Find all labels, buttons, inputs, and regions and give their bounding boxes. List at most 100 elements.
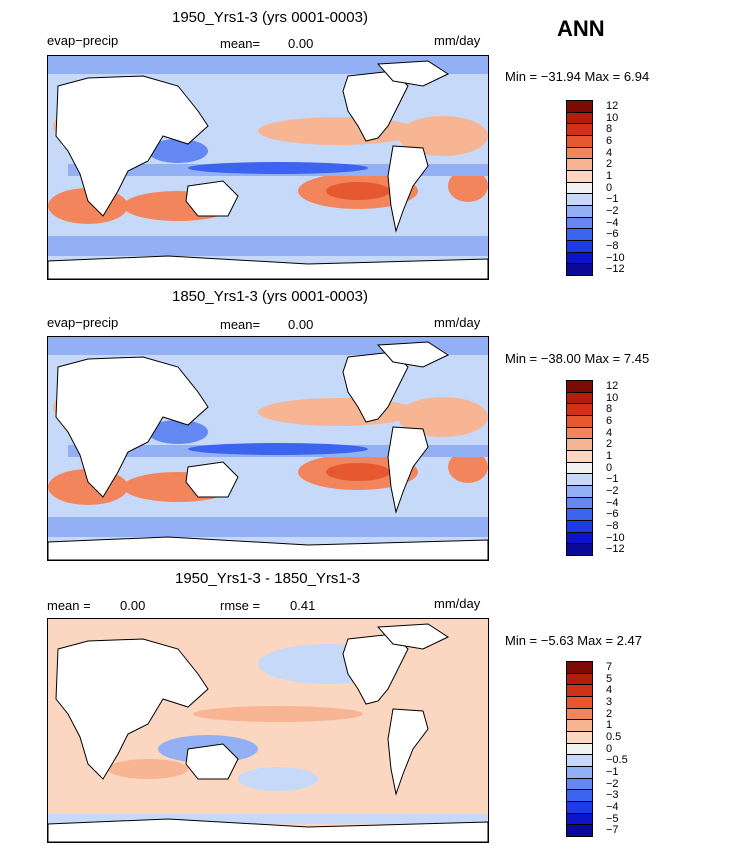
colorbar-tick-label: −7 xyxy=(606,824,619,837)
arctic-band xyxy=(48,337,488,355)
colorbar-tick-label: 3 xyxy=(606,695,613,708)
panel-3-units: mm/day xyxy=(434,596,481,611)
panel-1-variable: evap−precip xyxy=(47,33,119,48)
colorbar-tick-label: −8 xyxy=(606,519,619,532)
colorbar-tick-label: −10 xyxy=(606,531,625,544)
colorbar-tick-label: 2 xyxy=(606,158,613,171)
panel-3-colorbar xyxy=(566,661,593,837)
colorbar-tick-label: 6 xyxy=(606,414,613,427)
greenland xyxy=(376,623,450,650)
itcz-core xyxy=(188,162,368,174)
colorbar-tick-label: 0.5 xyxy=(606,730,622,743)
continent-australia xyxy=(185,461,239,498)
colorbar-tick-label: −12 xyxy=(606,543,625,556)
colorbar-tick-label: 4 xyxy=(606,146,613,159)
colorbar-tick-label: −8 xyxy=(606,239,619,252)
panel-3-mean-value: 0.00 xyxy=(120,598,146,613)
colorbar-tick-label: −3 xyxy=(606,789,619,802)
colorbar-tick-label: 1 xyxy=(606,169,613,182)
panel-2-colorbar xyxy=(566,380,593,556)
continent-south-america xyxy=(387,708,429,796)
itcz-core xyxy=(188,443,368,455)
pacific-southeast-core xyxy=(326,463,390,481)
pacific-north-dry xyxy=(258,117,418,145)
southern-ocean-band xyxy=(48,517,488,537)
diff-pacific-band xyxy=(193,706,363,722)
colorbar-tick-label: −4 xyxy=(606,496,619,509)
colorbar-tick-label: −4 xyxy=(606,800,619,813)
antarctica xyxy=(48,255,488,279)
colorbar-tick-label: 8 xyxy=(606,123,613,136)
atlantic-east-dry xyxy=(398,397,488,437)
continent-south-america xyxy=(387,426,429,514)
panel-2-mean-label: mean= xyxy=(220,317,261,332)
colorbar-tick-label: 1 xyxy=(606,449,613,462)
panel-3-map-svg xyxy=(48,619,488,842)
continent-eurasia-africa xyxy=(55,75,209,217)
atlantic-east-dry xyxy=(398,116,488,156)
greenland xyxy=(376,341,450,368)
continent-australia xyxy=(185,743,239,780)
colorbar-tick-label: 1 xyxy=(606,719,613,732)
panel-3-mean-label: mean = xyxy=(47,598,91,613)
continent-south-america xyxy=(387,145,429,233)
panel-1-units: mm/day xyxy=(434,33,481,48)
colorbar-tick-label: −5 xyxy=(606,812,619,825)
atlantic-south-dry xyxy=(448,451,488,483)
colorbar-tick-label: 0 xyxy=(606,461,613,474)
colorbar-tick-label: −10 xyxy=(606,251,625,264)
colorbar-tick-label: −6 xyxy=(606,508,619,521)
panel-2-map xyxy=(47,336,489,561)
southern-ocean-band xyxy=(48,236,488,256)
diff-indian-dry xyxy=(108,759,188,779)
panel-3-title: 1950_Yrs1-3 - 1850_Yrs1-3 xyxy=(175,570,361,587)
colorbar-tick-label: −2 xyxy=(606,204,619,217)
atlantic-south-dry xyxy=(448,170,488,202)
panel-1-mean-value: 0.00 xyxy=(288,36,314,51)
colorbar-tick-label: 10 xyxy=(606,391,619,404)
colorbar-tick-label: 2 xyxy=(606,438,613,451)
continent-eurasia-africa xyxy=(55,356,209,498)
colorbar-segment xyxy=(566,263,593,276)
colorbar-tick-label: −1 xyxy=(606,473,619,486)
panel-1-minmax: Min = −31.94 Max = 6.94 xyxy=(505,69,650,84)
colorbar-segment xyxy=(566,543,593,556)
colorbar-tick-label: −12 xyxy=(606,263,625,276)
colorbar-tick-label: 4 xyxy=(606,684,613,697)
colorbar-tick-label: 12 xyxy=(606,379,619,392)
colorbar-tick-label: −6 xyxy=(606,228,619,241)
pacific-southeast-core xyxy=(326,182,390,200)
arctic-band xyxy=(48,56,488,74)
antarctica xyxy=(48,536,488,560)
maritime-wet xyxy=(148,139,208,163)
colorbar-tick-label: 7 xyxy=(606,660,613,673)
panel-2-mean-value: 0.00 xyxy=(288,317,314,332)
panel-1-colorbar xyxy=(566,100,593,276)
colorbar-tick-label: 10 xyxy=(606,111,619,124)
continent-australia xyxy=(185,180,239,217)
colorbar-tick-label: −2 xyxy=(606,777,619,790)
panel-3-map xyxy=(47,618,489,843)
panel-2-units: mm/day xyxy=(434,315,481,330)
season-label: ANN xyxy=(557,16,605,41)
colorbar-tick-label: 2 xyxy=(606,707,613,720)
colorbar-tick-label: 6 xyxy=(606,134,613,147)
panel-3-rmse-value: 0.41 xyxy=(290,598,316,613)
panel-2-minmax: Min = −38.00 Max = 7.45 xyxy=(505,351,650,366)
maritime-wet xyxy=(148,420,208,444)
panel-1-map xyxy=(47,55,489,280)
panel-2-variable: evap−precip xyxy=(47,315,119,330)
colorbar-tick-label: 5 xyxy=(606,672,613,685)
colorbar-tick-label: 12 xyxy=(606,99,619,112)
panel-2-title: 1850_Yrs1-3 (yrs 0001-0003) xyxy=(172,288,368,305)
colorbar-tick-label: −4 xyxy=(606,216,619,229)
panel-3-rmse-label: rmse = xyxy=(220,598,261,613)
colorbar-tick-label: −2 xyxy=(606,484,619,497)
colorbar-segment xyxy=(566,824,593,837)
diff-south-pacific-wet xyxy=(238,767,318,791)
diff-southern-band xyxy=(48,814,488,824)
greenland xyxy=(376,60,450,87)
continent-eurasia-africa xyxy=(55,638,209,780)
colorbar-tick-label: −0.5 xyxy=(606,754,628,767)
panel-3-minmax: Min = −5.63 Max = 2.47 xyxy=(505,633,642,648)
